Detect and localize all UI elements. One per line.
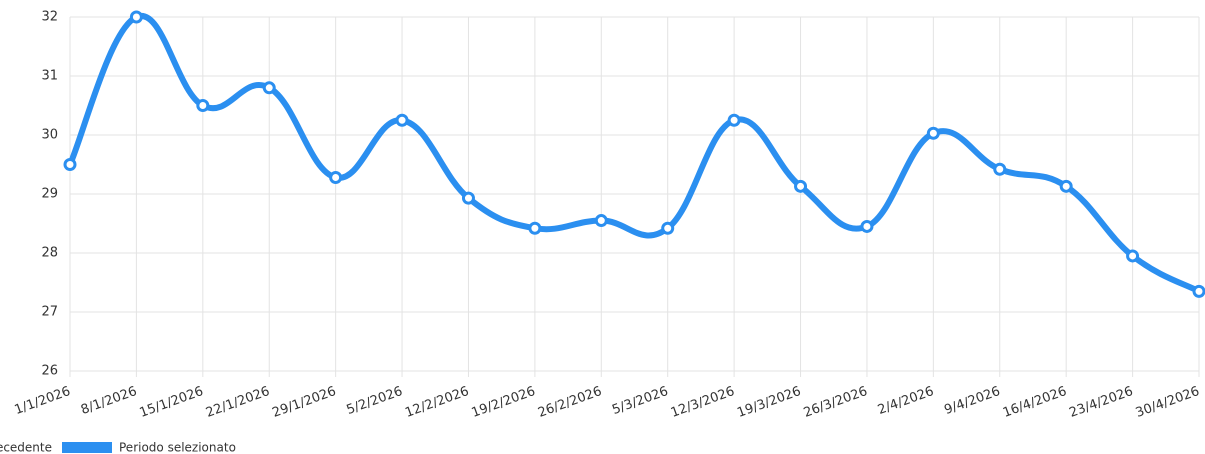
y-tick-label: 26 — [41, 364, 58, 379]
x-tick-label: 19/2/2026 — [470, 384, 538, 421]
point — [63, 158, 77, 171]
point — [1059, 179, 1073, 193]
x-tick-label: 30/4/2026 — [1134, 384, 1202, 421]
y-tick-label: 28 — [41, 246, 58, 261]
x-tick-label: 2/4/2026 — [876, 384, 936, 418]
x-tick-label: 8/1/2026 — [79, 384, 139, 418]
x-tick-label: 5/3/2026 — [610, 384, 670, 418]
y-tick-label: 30 — [41, 128, 58, 143]
y-tick-label: 27 — [41, 305, 58, 320]
x-tick-label: 26/2/2026 — [536, 384, 604, 421]
point — [794, 179, 808, 193]
x-tick-label: 16/4/2026 — [1001, 384, 1069, 421]
x-tick-label: 12/3/2026 — [669, 384, 737, 421]
legend-label: Periodo precedente — [0, 441, 52, 454]
point — [262, 81, 276, 95]
point — [329, 170, 343, 184]
x-tick-label: 19/3/2026 — [735, 384, 803, 421]
point — [395, 113, 409, 127]
x-tick-label: 22/1/2026 — [204, 384, 272, 421]
x-tick-label: 15/1/2026 — [138, 384, 206, 421]
y-tick-label: 31 — [41, 69, 58, 84]
x-tick-label: 5/2/2026 — [345, 384, 405, 418]
x-tick-label: 26/3/2026 — [802, 384, 870, 421]
point — [196, 99, 210, 112]
x-tick-label: 1/1/2026 — [13, 384, 73, 418]
point — [1192, 284, 1205, 298]
y-tick-label: 32 — [41, 10, 58, 25]
legend-swatch — [62, 442, 112, 453]
x-tick-label: 9/4/2026 — [942, 384, 1002, 418]
y-tick-label: 29 — [41, 187, 58, 202]
legend-label: Periodo selezionato — [119, 441, 236, 454]
point — [993, 162, 1007, 176]
point — [1126, 249, 1140, 263]
x-tick-label: 23/4/2026 — [1067, 384, 1135, 421]
point — [129, 10, 143, 24]
point — [926, 126, 940, 140]
x-tick-label: 12/2/2026 — [403, 384, 471, 421]
point — [528, 221, 542, 235]
line — [67, 12, 1201, 295]
point — [661, 221, 675, 235]
point — [860, 219, 874, 233]
point — [727, 113, 741, 127]
point — [461, 191, 475, 205]
x-tick-label: 29/1/2026 — [270, 384, 338, 421]
point — [594, 214, 608, 228]
